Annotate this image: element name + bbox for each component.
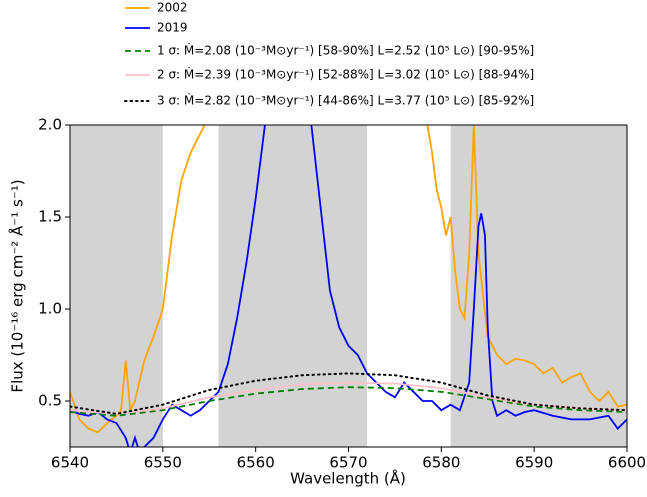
- y-tick-label: 0.5: [38, 392, 62, 410]
- x-tick-label: 6590: [515, 454, 553, 472]
- legend-label: 1 σ: Ṁ=2.08 (10⁻³M⊙yr⁻¹) [58-90%] L=2.52…: [157, 43, 534, 58]
- series-line: [70, 386, 627, 417]
- legend-label: 2019: [157, 21, 188, 35]
- shaded-region: [218, 125, 368, 447]
- series-line: [70, 125, 627, 434]
- y-axis-label: Flux (10⁻¹⁶ erg cm⁻² Å⁻¹ s⁻¹): [8, 179, 27, 392]
- x-tick-label: 6600: [608, 454, 646, 472]
- x-tick-label: 6570: [329, 454, 367, 472]
- series-line: [70, 372, 627, 415]
- legend-label: 2 σ: Ṁ=2.39 (10⁻³M⊙yr⁻¹) [52-88%] L=3.02…: [157, 67, 534, 82]
- y-tick-label: 2.0: [38, 116, 62, 134]
- x-tick-label: 6560: [237, 454, 275, 472]
- y-tick-label: 1.0: [38, 300, 62, 318]
- x-tick-label: 6550: [144, 454, 182, 472]
- x-tick-label: 6580: [422, 454, 460, 472]
- legend-label: 2002: [157, 1, 188, 15]
- legend-label: 3 σ: Ṁ=2.82 (10⁻³M⊙yr⁻¹) [44-86%] L=3.77…: [157, 93, 534, 108]
- x-axis-label: Wavelength (Å): [290, 469, 406, 488]
- series-line: [70, 125, 627, 447]
- x-tick-label: 6540: [51, 454, 89, 472]
- shaded-region: [70, 125, 163, 447]
- y-tick-label: 1.5: [38, 208, 62, 226]
